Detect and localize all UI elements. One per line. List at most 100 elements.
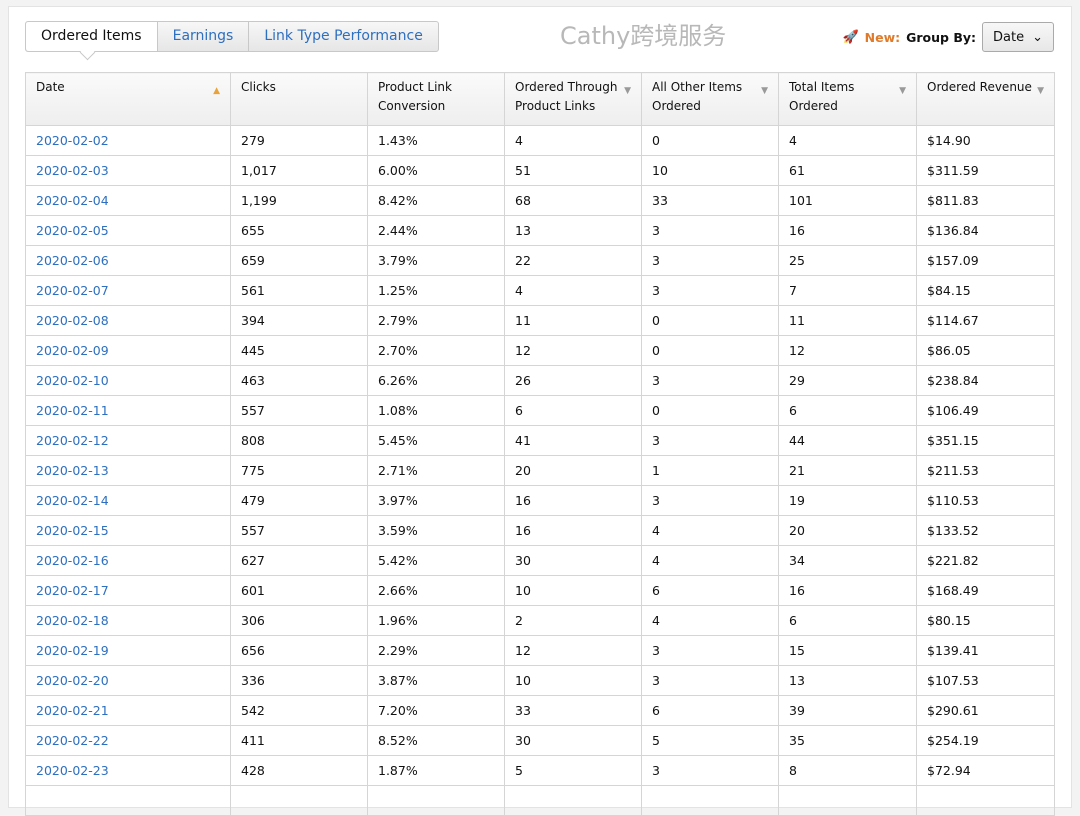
- tab-ordered-items[interactable]: Ordered Items: [26, 22, 157, 51]
- table-cell: $157.09: [916, 245, 1055, 276]
- date-link[interactable]: 2020-02-20: [36, 673, 109, 688]
- column-header-label: Total Items: [789, 80, 855, 94]
- date-link[interactable]: 2020-02-13: [36, 463, 109, 478]
- table-cell: 3.97%: [367, 485, 505, 516]
- date-link[interactable]: 2020-02-06: [36, 253, 109, 268]
- date-link[interactable]: 2020-02-12: [36, 433, 109, 448]
- table-row: 2020-02-22 411 8.52% 30 5 35 $254.19: [25, 725, 1055, 756]
- table-cell: 775: [230, 455, 368, 486]
- table-cell: 394: [230, 305, 368, 336]
- table-cell: 15: [778, 635, 917, 666]
- table-cell: $84.15: [916, 275, 1055, 306]
- table-cell: 655: [230, 215, 368, 246]
- table-cell: 659: [230, 245, 368, 276]
- table-row: 2020-02-15 557 3.59% 16 4 20 $133.52: [25, 515, 1055, 546]
- table-cell: 3: [641, 755, 779, 786]
- table-cell: 411: [230, 725, 368, 756]
- date-link[interactable]: 2020-02-08: [36, 313, 109, 328]
- table-row: 2020-02-11 557 1.08% 6 0 6 $106.49: [25, 395, 1055, 426]
- table-cell: 2.29%: [367, 635, 505, 666]
- date-link[interactable]: 2020-02-02: [36, 133, 109, 148]
- column-header[interactable]: Total Items Ordered ▼: [778, 72, 917, 126]
- table-cell: 1.96%: [367, 605, 505, 636]
- table-cell: 21: [778, 455, 917, 486]
- date-link[interactable]: 2020-02-10: [36, 373, 109, 388]
- date-link[interactable]: 2020-02-23: [36, 763, 109, 778]
- date-link[interactable]: 2020-02-15: [36, 523, 109, 538]
- table-cell: 3.79%: [367, 245, 505, 276]
- date-link[interactable]: 2020-02-03: [36, 163, 109, 178]
- group-by-select[interactable]: Date ⌄: [982, 22, 1054, 52]
- date-link[interactable]: 2020-02-11: [36, 403, 109, 418]
- table-cell: 13: [778, 665, 917, 696]
- date-link[interactable]: 2020-02-09: [36, 343, 109, 358]
- table-cell: $221.82: [916, 545, 1055, 576]
- table-row: 2020-02-04 1,199 8.42% 68 33 101 $811.83: [25, 185, 1055, 216]
- sort-descending-icon[interactable]: ▼: [899, 86, 906, 96]
- date-link[interactable]: 2020-02-18: [36, 613, 109, 628]
- table-cell: 336: [230, 665, 368, 696]
- date-link[interactable]: 2020-02-17: [36, 583, 109, 598]
- table-cell: 2020-02-09: [25, 335, 231, 366]
- table-cell: 2.70%: [367, 335, 505, 366]
- column-header-label: Ordered Revenue: [927, 80, 1032, 94]
- table-cell: $72.94: [916, 755, 1055, 786]
- table-cell: 0: [641, 125, 779, 156]
- sort-descending-icon[interactable]: ▼: [624, 86, 631, 96]
- table-cell: 7.20%: [367, 695, 505, 726]
- table-cell: 1.25%: [367, 275, 505, 306]
- table-cell: 2.66%: [367, 575, 505, 606]
- table-cell: 2020-02-21: [25, 695, 231, 726]
- column-header[interactable]: Ordered Revenue ▼: [916, 72, 1055, 126]
- date-link[interactable]: 2020-02-22: [36, 733, 109, 748]
- table-cell: 8: [778, 755, 917, 786]
- column-header[interactable]: Date ▲: [25, 72, 231, 126]
- tab-link-type-performance[interactable]: Link Type Performance: [248, 22, 437, 51]
- table-cell: 33: [641, 185, 779, 216]
- column-header[interactable]: All Other Items Ordered ▼: [641, 72, 779, 126]
- table-cell: 2020-02-12: [25, 425, 231, 456]
- table-cell: [25, 785, 231, 816]
- table-cell: 19: [778, 485, 917, 516]
- table-cell: 1: [641, 455, 779, 486]
- date-link[interactable]: 2020-02-14: [36, 493, 109, 508]
- column-header[interactable]: Product Link Conversion: [367, 72, 505, 126]
- table-cell: 2020-02-22: [25, 725, 231, 756]
- table-cell: 4: [504, 275, 642, 306]
- column-header-label: Product Link: [378, 80, 452, 94]
- date-link[interactable]: 2020-02-05: [36, 223, 109, 238]
- group-by-label: Group By:: [906, 29, 977, 45]
- table-row: 2020-02-02 279 1.43% 4 0 4 $14.90: [25, 125, 1055, 156]
- column-header-label: All Other Items: [652, 80, 743, 94]
- table-cell: 25: [778, 245, 917, 276]
- table-cell: 2.71%: [367, 455, 505, 486]
- table-cell: 10: [504, 665, 642, 696]
- table-cell: $133.52: [916, 515, 1055, 546]
- sort-ascending-icon[interactable]: ▲: [213, 86, 220, 96]
- table-cell: 428: [230, 755, 368, 786]
- table-cell: 6: [641, 695, 779, 726]
- table-cell: 8.42%: [367, 185, 505, 216]
- table-cell: 542: [230, 695, 368, 726]
- column-header-label: Conversion: [378, 99, 446, 113]
- table-cell: 16: [778, 575, 917, 606]
- column-header[interactable]: Clicks: [230, 72, 368, 126]
- table-cell: 6: [778, 395, 917, 426]
- table-cell: 0: [641, 395, 779, 426]
- column-header[interactable]: Ordered Through Product Links ▼: [504, 72, 642, 126]
- table-cell: 2020-02-20: [25, 665, 231, 696]
- sort-descending-icon[interactable]: ▼: [1037, 86, 1044, 96]
- table-cell: 12: [778, 335, 917, 366]
- table-cell: 20: [778, 515, 917, 546]
- date-link[interactable]: 2020-02-07: [36, 283, 109, 298]
- date-link[interactable]: 2020-02-16: [36, 553, 109, 568]
- sort-descending-icon[interactable]: ▼: [761, 86, 768, 96]
- table-cell: 16: [504, 485, 642, 516]
- date-link[interactable]: 2020-02-21: [36, 703, 109, 718]
- table-cell: 2020-02-17: [25, 575, 231, 606]
- tab-earnings[interactable]: Earnings: [156, 22, 249, 51]
- ordered-items-table: Date ▲ Clicks Product Link Conversion Ordered…: [25, 72, 1055, 816]
- date-link[interactable]: 2020-02-19: [36, 643, 109, 658]
- date-link[interactable]: 2020-02-04: [36, 193, 109, 208]
- table-cell: 3: [641, 635, 779, 666]
